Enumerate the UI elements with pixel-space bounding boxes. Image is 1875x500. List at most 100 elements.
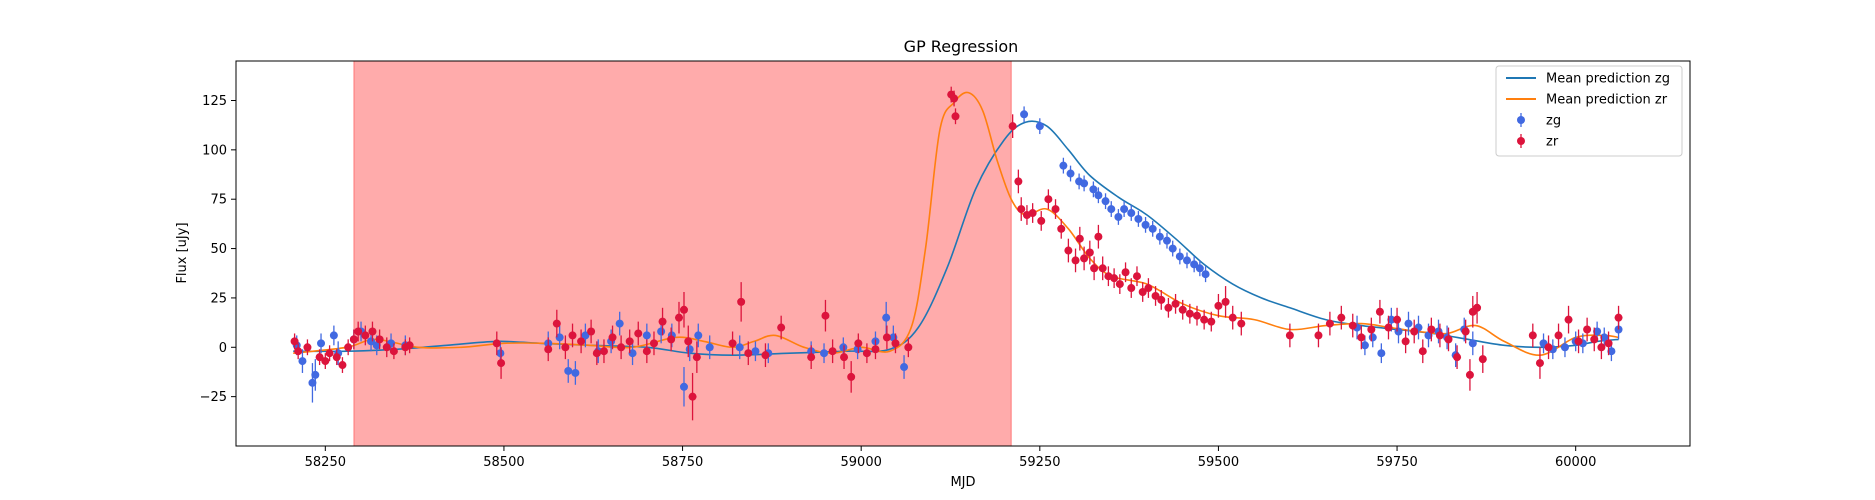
zr-point [1178, 305, 1187, 314]
zr-point [1008, 122, 1017, 131]
zr-point [1583, 325, 1592, 334]
zg-point [581, 331, 590, 340]
zr-point [1384, 323, 1393, 332]
zr-point [737, 297, 746, 306]
zr-point [1221, 297, 1230, 306]
zr-point [840, 353, 849, 362]
legend-item-mean-prediction-zg: Mean prediction zg [1506, 72, 1670, 87]
zr-point [1157, 295, 1166, 304]
zg-point [853, 345, 862, 354]
zr-point [821, 311, 830, 320]
zr-point [1057, 224, 1066, 233]
zr-point [1185, 309, 1194, 318]
zr-point [1094, 232, 1103, 241]
zr-point [891, 339, 900, 348]
zr-point [1090, 264, 1099, 273]
zr-point [290, 337, 299, 346]
plot-area [235, 60, 1691, 447]
zg-point [317, 339, 326, 348]
zr-point [1164, 303, 1173, 312]
series-zg [292, 106, 1623, 407]
x-axis: 58250 58500 58750 59000 59250 59500 59750 60000 [305, 446, 1596, 470]
zg-point [372, 341, 381, 350]
zr-point [1461, 327, 1470, 336]
legend-label: Mean prediction zr [1546, 93, 1668, 108]
zg-point [1560, 343, 1569, 352]
y-axis-label: Flux [uJy] [175, 222, 190, 283]
zr-point [1528, 331, 1537, 340]
zr-point [1590, 335, 1599, 344]
zr-point [684, 337, 693, 346]
zr-point [599, 347, 608, 356]
zr-point [375, 335, 384, 344]
zr-point [608, 333, 617, 342]
zr-point [1544, 343, 1553, 352]
zr-point [587, 327, 596, 336]
zg-point [751, 347, 760, 356]
zg-point [1035, 122, 1044, 131]
zr-point [658, 317, 667, 326]
zr-point [1115, 280, 1124, 289]
zr-point [1064, 246, 1073, 255]
zr-point [1325, 319, 1334, 328]
zg-point [1094, 191, 1103, 200]
zr-point [744, 349, 753, 358]
zr-point [344, 343, 353, 352]
zg-point [308, 378, 317, 387]
zr-point [1171, 299, 1180, 308]
zg-point [1089, 185, 1098, 194]
zr-point [382, 343, 391, 352]
zr-point [1200, 315, 1209, 324]
zr-point [354, 327, 363, 336]
zr-point [862, 349, 871, 358]
zr-point [1151, 291, 1160, 300]
zg-point [882, 313, 891, 322]
zg-point [1168, 244, 1177, 253]
zg-point [1607, 347, 1616, 356]
zr-point [1427, 325, 1436, 334]
zr-point [577, 337, 586, 346]
zg-point [1059, 161, 1068, 170]
y-tick-label: −25 [200, 390, 227, 405]
zr-point [847, 372, 856, 381]
zr-point [552, 319, 561, 328]
zr-point [1367, 325, 1376, 334]
zr-point [674, 313, 683, 322]
zr-point [1337, 313, 1346, 322]
zr-point [1314, 331, 1323, 340]
zr-point [1037, 216, 1046, 225]
zr-point [807, 353, 816, 362]
zr-point [882, 333, 891, 342]
zr-point [679, 305, 688, 314]
zr-point [561, 343, 570, 352]
zg-point [679, 382, 688, 391]
zg-point [329, 331, 338, 340]
y-tick-label: 75 [210, 193, 227, 208]
zg-point [1127, 209, 1136, 218]
zr-point [761, 351, 770, 360]
zr-point [1401, 337, 1410, 346]
legend-label: zg [1546, 114, 1561, 129]
legend-marker-swatch [1517, 137, 1525, 145]
zg-point [1190, 260, 1199, 269]
zr-point [1453, 353, 1462, 362]
series-zr [290, 86, 1623, 421]
zr-point [1574, 337, 1583, 346]
zr-point [667, 335, 676, 344]
zr-point [389, 347, 398, 356]
zr-point [321, 357, 330, 366]
zg-point [820, 349, 829, 358]
zr-point [332, 353, 341, 362]
zg-point [657, 327, 666, 336]
zr-point [497, 359, 506, 368]
zr-point [1597, 343, 1606, 352]
zg-point [1593, 327, 1602, 336]
zg-point [555, 333, 564, 342]
zr-point [692, 353, 701, 362]
zg-point [694, 331, 703, 340]
zg-point [1080, 179, 1089, 188]
zg-point [1107, 205, 1116, 214]
zr-point [1237, 319, 1246, 328]
zr-point [1410, 327, 1419, 336]
zr-point [1473, 303, 1482, 312]
